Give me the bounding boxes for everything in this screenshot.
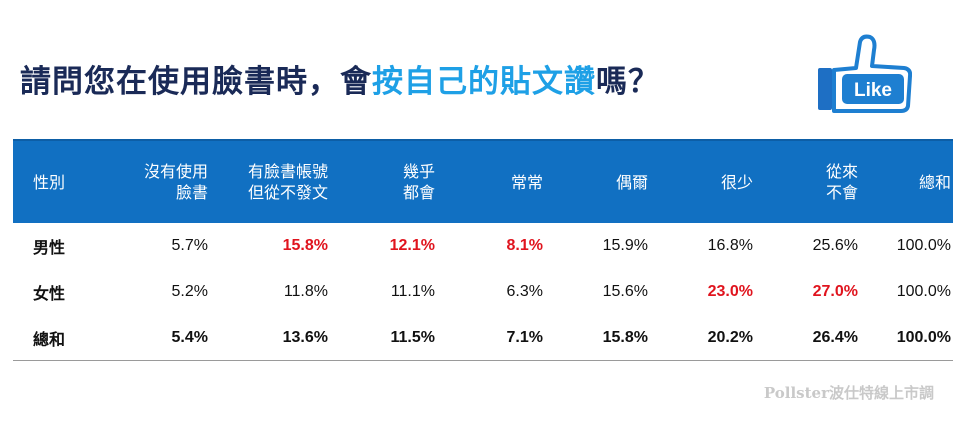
- table-cell: 100.0%: [896, 237, 951, 254]
- table-cell: 20.2%: [707, 329, 753, 346]
- table-cell: 13.6%: [282, 329, 328, 346]
- table-cell: 15.8%: [602, 329, 648, 346]
- table-cell: 100.0%: [896, 283, 951, 300]
- table-cell: 15.9%: [602, 237, 648, 254]
- table-cell-highlight: 27.0%: [812, 283, 858, 300]
- header-cell-no-facebook: 沒有使用 臉書: [143, 162, 208, 202]
- table-cell: 5.2%: [171, 283, 208, 300]
- row-label: 總和: [33, 330, 66, 349]
- table-cell: 15.6%: [602, 283, 648, 300]
- page-title: 請問您在使用臉書時，會 按自己的貼文讚 嗎？: [20, 62, 660, 102]
- header-cell-never-post: 有臉書帳號 但從不發文: [247, 162, 328, 202]
- header-cell-almost-always: 幾乎 都會: [402, 162, 435, 202]
- table-cell: 7.1%: [506, 329, 543, 346]
- header-cell-gender: 性別: [33, 172, 66, 192]
- results-table: 性別 沒有使用 臉書 有臉書帳號 但從不發文 幾乎 都會 常常 偶爾 很少 從來…: [13, 139, 953, 361]
- like-icon-sleeve: [818, 68, 832, 110]
- table-cell: 25.6%: [812, 237, 858, 254]
- source-watermark: Pollster波仕特線上市調: [763, 384, 934, 402]
- table-header: 性別 沒有使用 臉書 有臉書帳號 但從不發文 幾乎 都會 常常 偶爾 很少 從來…: [13, 139, 953, 223]
- table-row-total: 總和 5.4% 13.6% 11.5% 7.1% 15.8% 20.2% 26.…: [13, 315, 953, 361]
- table-cell: 6.3%: [506, 283, 543, 300]
- title-part-highlight: 按自己的貼文讚: [372, 64, 596, 100]
- header-cell-total: 總和: [918, 172, 951, 192]
- header-cell-often: 常常: [510, 172, 543, 192]
- table-row-male: 男性 5.7% 15.8% 12.1% 8.1% 15.9% 16.8% 25.…: [13, 223, 953, 269]
- table-cell: 100.0%: [896, 329, 951, 346]
- like-icon-label-box: [842, 74, 904, 104]
- title-part-1: 請問您在使用臉書時，會: [20, 64, 372, 100]
- table-cell: 5.7%: [171, 237, 208, 254]
- table-bottom-divider: [13, 360, 953, 361]
- header-cell-sometimes: 偶爾: [615, 172, 648, 192]
- thumbs-up-like-icon: Like: [818, 34, 912, 113]
- row-label: 女性: [33, 284, 66, 303]
- header-cell-rarely: 很少: [720, 172, 753, 192]
- table-cell: 26.4%: [812, 329, 858, 346]
- table-cell: 11.5%: [390, 329, 435, 346]
- table-cell: 11.8%: [283, 283, 328, 300]
- header-cell-never: 從來 不會: [825, 162, 858, 202]
- table-cell: 5.4%: [171, 329, 208, 346]
- table-cell-highlight: 15.8%: [282, 237, 328, 254]
- table-cell-highlight: 23.0%: [707, 283, 753, 300]
- like-icon-label: Like: [854, 80, 892, 101]
- title-part-2: 嗎？: [596, 64, 660, 100]
- row-label: 男性: [33, 238, 66, 257]
- table-cell-highlight: 12.1%: [389, 237, 435, 254]
- table-row-female: 女性 5.2% 11.8% 11.1% 6.3% 15.6% 23.0% 27.…: [13, 269, 953, 315]
- table-cell: 11.1%: [390, 283, 435, 300]
- table-cell: 16.8%: [707, 237, 753, 254]
- table-cell-highlight: 8.1%: [506, 237, 543, 254]
